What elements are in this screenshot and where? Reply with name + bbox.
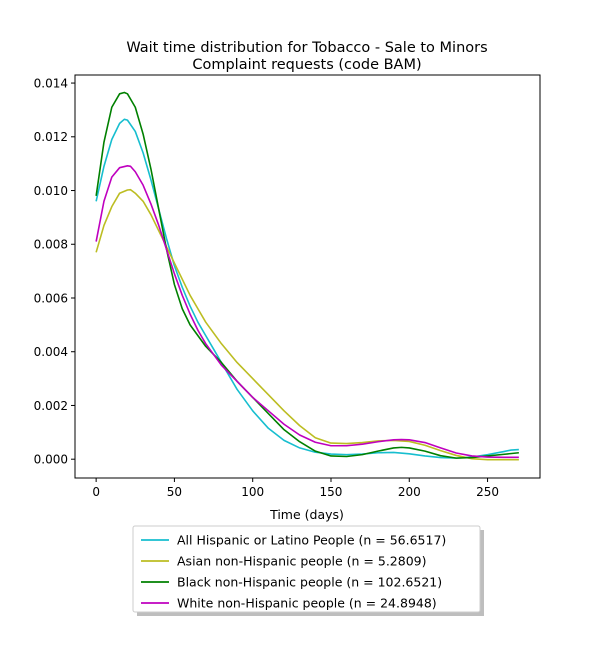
legend-label: Black non-Hispanic people (n = 102.6521) bbox=[177, 575, 442, 590]
series-line-2 bbox=[95, 188, 519, 461]
y-tick-label: 0.004 bbox=[34, 345, 68, 359]
chart-title-line-2: Complaint requests (code BAM) bbox=[192, 57, 421, 73]
legend-label: Asian non-Hispanic people (n = 5.2809) bbox=[177, 554, 427, 569]
x-tick-label: 0 bbox=[92, 485, 100, 499]
x-tick-label: 200 bbox=[398, 485, 421, 499]
legend-box bbox=[132, 525, 481, 613]
y-tick-label: 0.012 bbox=[34, 130, 68, 144]
y-tick-label: 0.008 bbox=[34, 238, 68, 252]
chart-title-line-1: Wait time distribution for Tobacco - Sal… bbox=[126, 40, 487, 56]
axes-frame bbox=[74, 74, 541, 479]
y-tick-label: 0.014 bbox=[34, 76, 68, 90]
y-tick-label: 0.010 bbox=[34, 184, 68, 198]
x-tick-label: 50 bbox=[167, 485, 182, 499]
y-tick-label: 0.002 bbox=[34, 399, 68, 413]
y-tick-label: 0.000 bbox=[34, 452, 68, 466]
series-line-3 bbox=[95, 91, 519, 459]
x-tick-label: 100 bbox=[241, 485, 264, 499]
legend-label: White non-Hispanic people (n = 24.8948) bbox=[177, 596, 437, 611]
chart-title: Wait time distribution for Tobacco - Sal… bbox=[126, 40, 487, 73]
legend: All Hispanic or Latino People (n = 56.65… bbox=[132, 525, 484, 616]
y-axis-ticks: 0.000 0.002 0.004 0.006 0.008 0.010 0.012 0.014 bbox=[34, 76, 75, 466]
legend-label: All Hispanic or Latino People (n = 56.65… bbox=[177, 533, 446, 548]
x-axis-label: Time (days) bbox=[269, 507, 344, 522]
series-line-4 bbox=[95, 165, 519, 459]
series-line-1 bbox=[95, 118, 519, 459]
x-tick-label: 250 bbox=[476, 485, 499, 499]
plot-area bbox=[74, 74, 541, 479]
x-tick-label: 150 bbox=[320, 485, 343, 499]
y-tick-label: 0.006 bbox=[34, 291, 68, 305]
x-axis-ticks: 0 50 100 150 200 250 bbox=[92, 478, 499, 499]
